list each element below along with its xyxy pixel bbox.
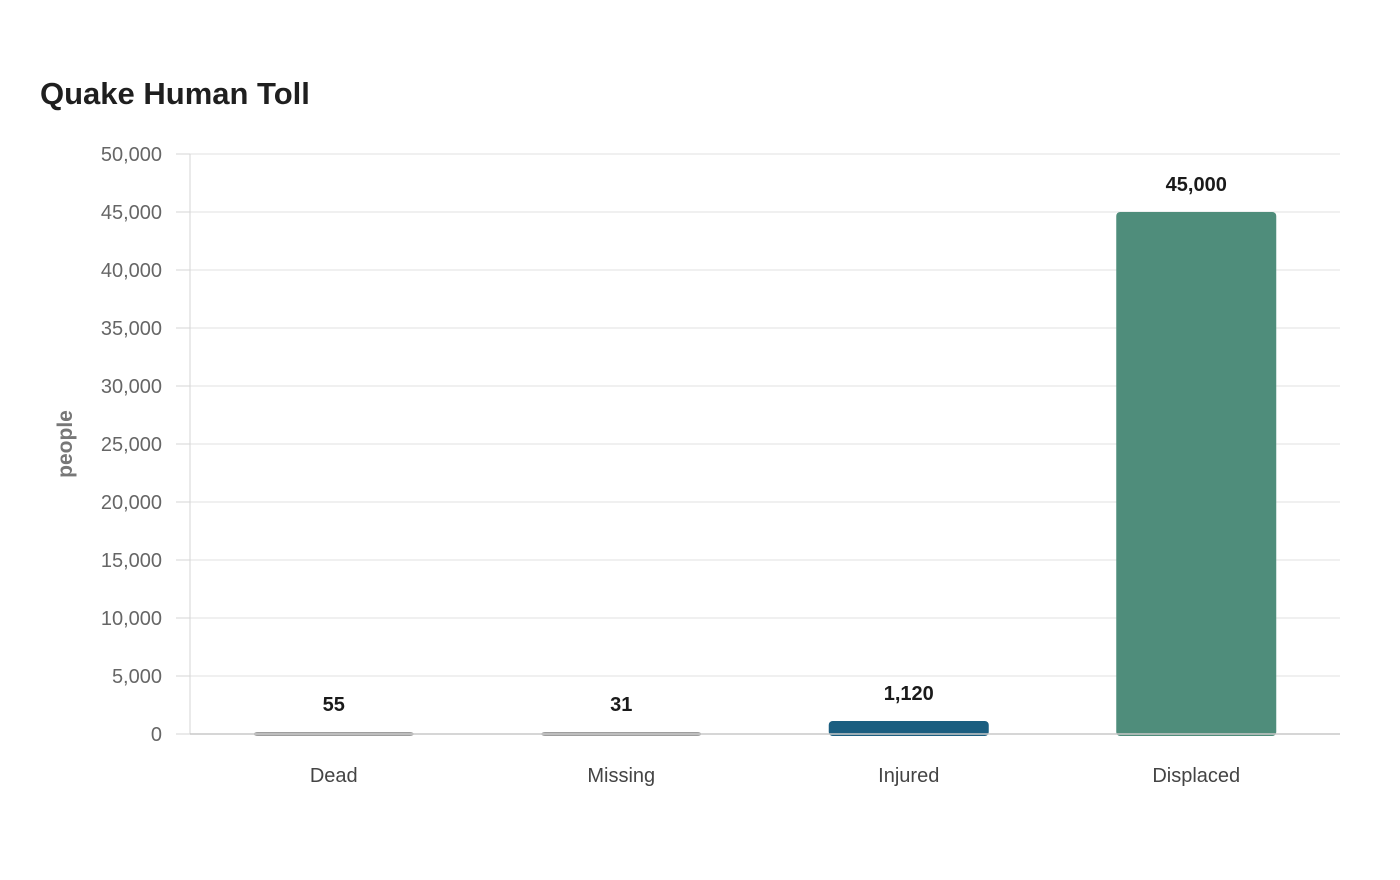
y-tick-label: 45,000 — [101, 202, 162, 224]
y-tick-label: 25,000 — [101, 434, 162, 456]
y-tick-label: 15,000 — [101, 550, 162, 572]
x-tick-label: Displaced — [1152, 765, 1240, 787]
y-tick-label: 40,000 — [101, 260, 162, 282]
y-tick-label: 5,000 — [112, 666, 162, 688]
y-tick-label: 30,000 — [101, 376, 162, 398]
y-tick-label: 20,000 — [101, 492, 162, 514]
x-tick-label: Dead — [310, 765, 358, 787]
bar-injured — [828, 721, 989, 736]
bars — [253, 212, 1277, 736]
y-axis-label: people — [54, 410, 77, 478]
x-axis-categories: Dead Missing Injured Displaced — [310, 765, 1240, 787]
value-label: 45,000 — [1166, 174, 1227, 196]
chart-title: Quake Human Toll — [40, 76, 310, 111]
y-tick-label: 50,000 — [101, 144, 162, 166]
value-labels: 55 31 1,120 45,000 — [323, 174, 1227, 716]
x-tick-label: Missing — [587, 765, 655, 787]
bar-displaced — [1116, 212, 1277, 736]
y-axis-ticks: 0 5,000 10,000 15,000 20,000 25,000 30,000 35,0… — [101, 144, 190, 746]
y-tick-label: 35,000 — [101, 318, 162, 340]
value-label: 31 — [610, 694, 632, 716]
y-tick-label: 10,000 — [101, 608, 162, 630]
y-tick-label: 0 — [151, 724, 162, 746]
value-label: 1,120 — [884, 683, 934, 705]
value-label: 55 — [323, 694, 345, 716]
x-tick-label: Injured — [878, 765, 939, 787]
